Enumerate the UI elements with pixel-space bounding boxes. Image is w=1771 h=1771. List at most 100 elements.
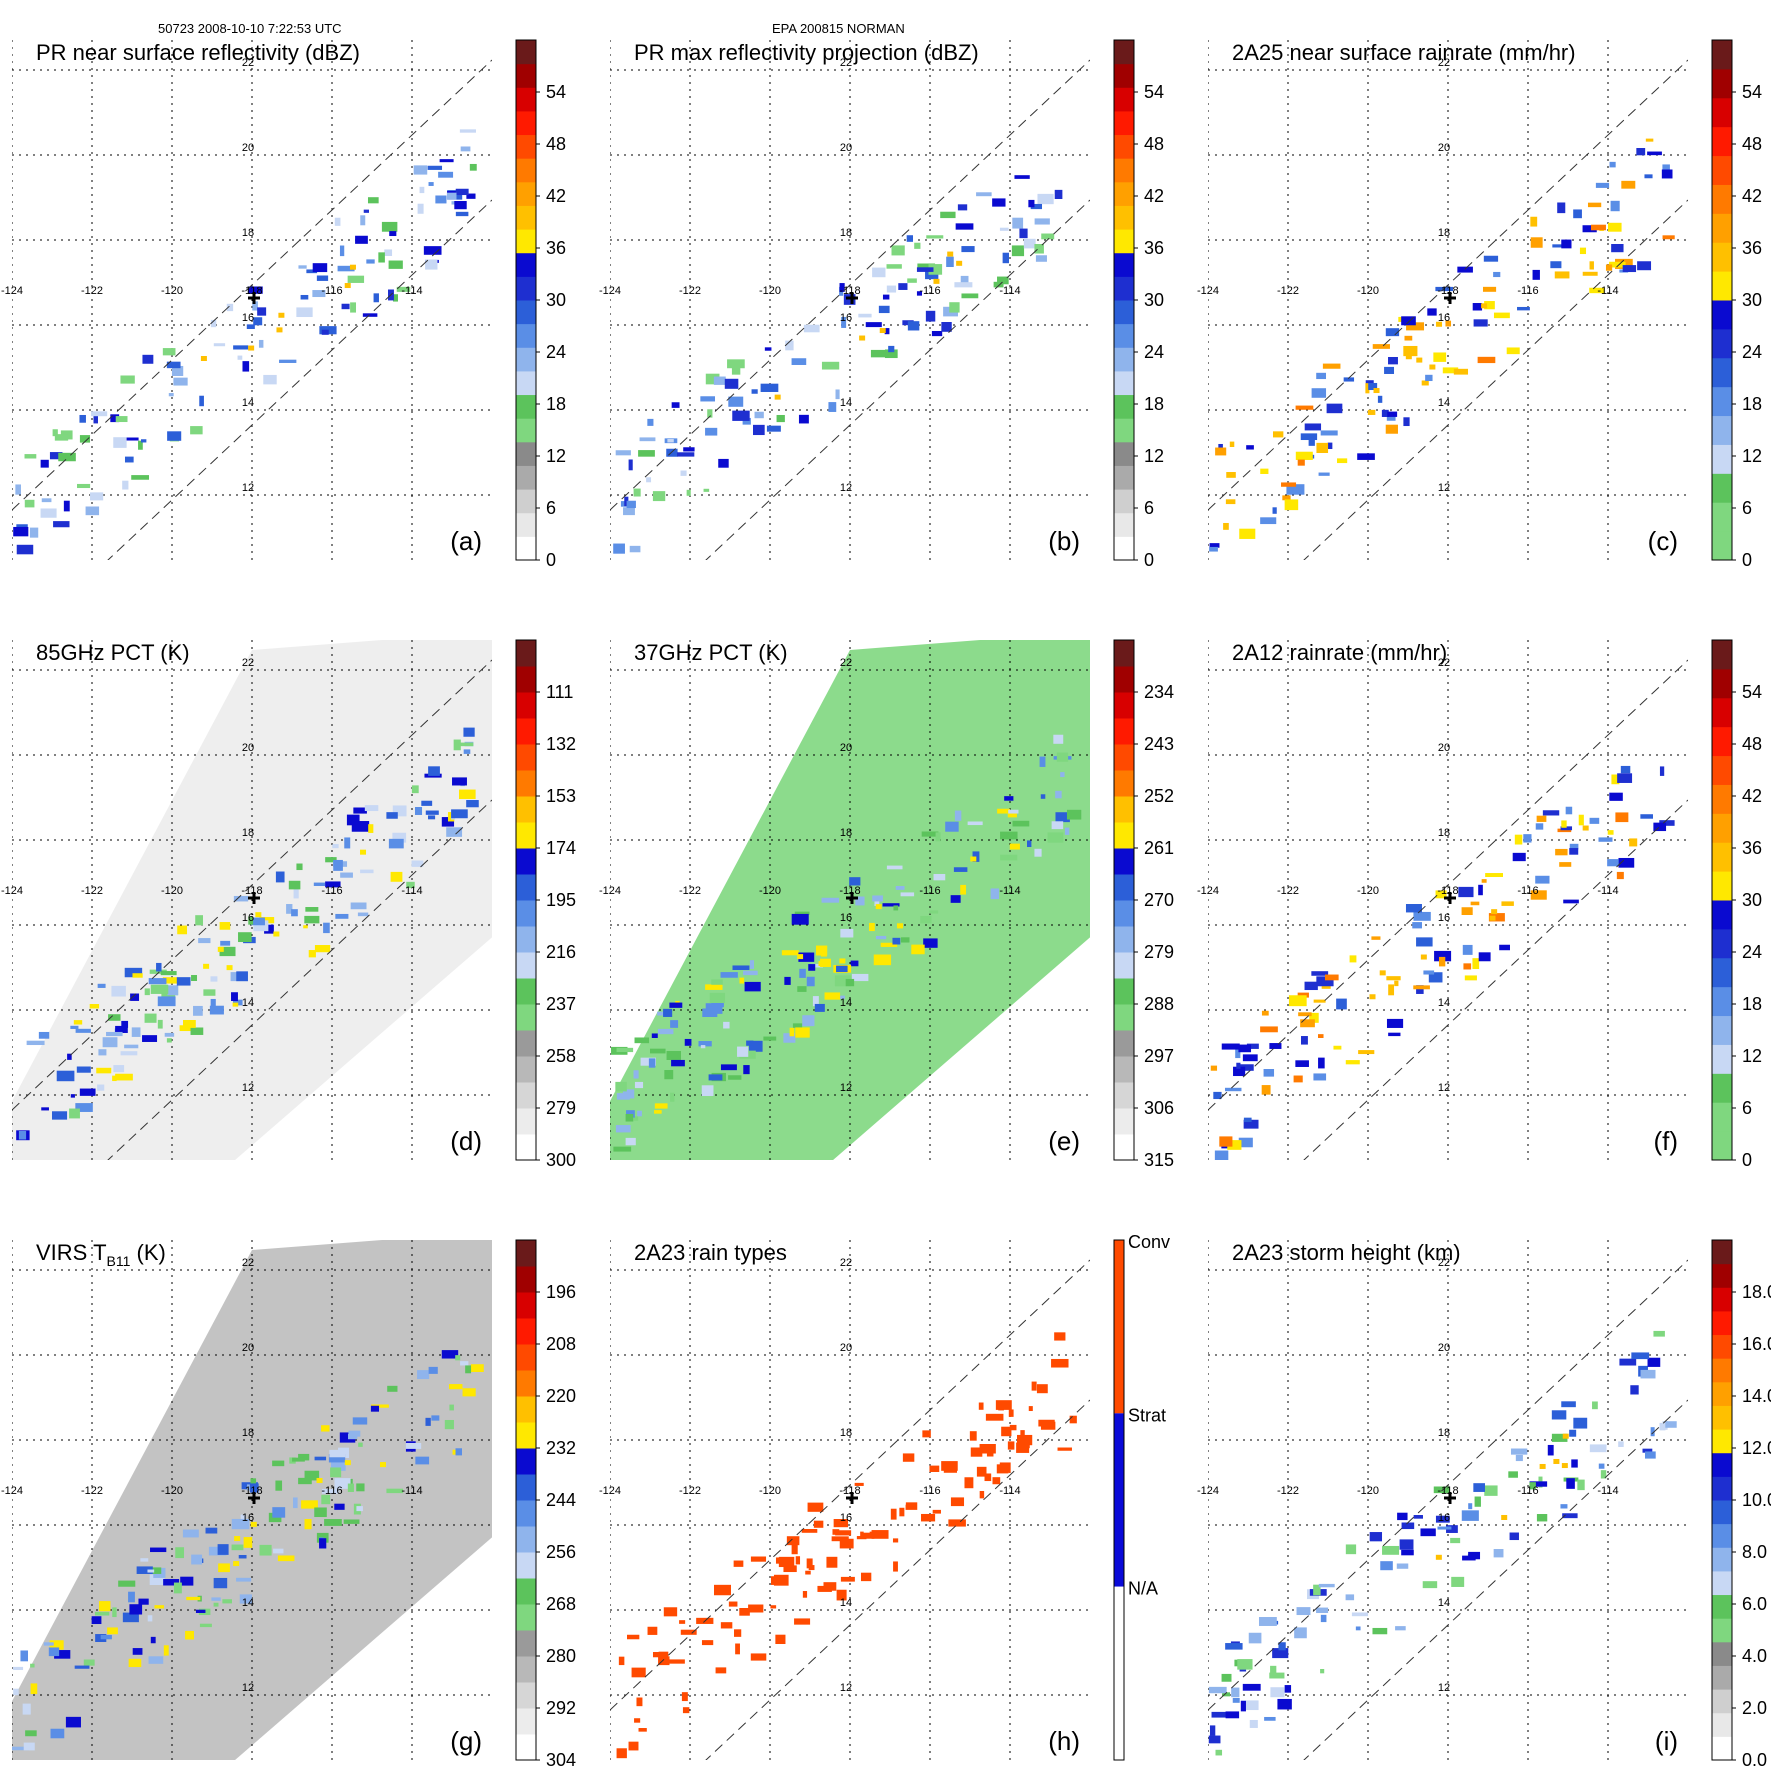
rain-cell [460,146,471,152]
rain-cell [634,1081,644,1089]
colorbar-segment [1712,842,1732,872]
rain-cell [911,944,925,955]
panel-title: PR near surface reflectivity (dBZ) [36,40,360,65]
rain-cell [314,1507,327,1518]
rain-cell [69,1108,80,1119]
colorbar: 54 48 42 36 30 24 18 12 6 0 [1113,39,1164,570]
rain-cell [1211,1711,1228,1718]
rain-cell [405,1442,422,1449]
colorbar-segment [516,1344,536,1371]
rain-cell [339,1432,356,1443]
colorbar-segment [1712,184,1732,214]
colorbar-segment [1114,418,1134,443]
rain-cell [1468,1551,1481,1560]
rain-cell [1313,1584,1321,1596]
rain-cell [1484,1485,1498,1496]
rain-cell [293,888,299,899]
rain-cell [886,285,897,293]
rain-cell [1461,1510,1479,1521]
colorbar-segment [1712,1618,1732,1643]
rain-cell [728,1075,742,1080]
rain-cell [1261,1085,1271,1095]
rain-cell [929,910,939,914]
lon-tick-label: -120 [1357,885,1379,897]
colorbar-segment [516,1056,536,1083]
rain-cell [1501,901,1514,906]
rain-cell [1345,1544,1357,1555]
rain-core [1553,1458,1560,1464]
rain-cell [130,993,140,1001]
rain-cell [1406,322,1425,331]
rain-cell [1236,1062,1241,1069]
rain-cell [993,281,1004,288]
rain-cell [679,1620,686,1624]
rain-cell [886,865,903,870]
rain-cell [1320,1668,1325,1674]
rain-cell [79,435,91,443]
rain-cell [378,252,385,263]
rain-cell [1369,1532,1383,1542]
rain-cell [1213,1091,1222,1100]
lon-tick-label: -114 [1597,885,1618,897]
rain-cell [54,434,69,441]
rain-cell [1569,848,1579,855]
rain-cell [112,1607,117,1618]
rain-cell [286,904,293,914]
rain-cell [406,881,415,889]
colorbar-segment [516,1604,536,1631]
rain-cell [1550,261,1562,269]
rain-core [1373,388,1380,394]
colorbar-segment [516,1578,536,1605]
rain-cell [110,414,120,423]
rain-cell [803,324,820,333]
colorbar-tick-label: 256 [546,1542,576,1562]
rain-cell [231,992,238,1002]
rain-cell [220,940,231,946]
rain-cell [330,1460,346,1471]
rain-cell [1399,1539,1414,1550]
rain-cell [1386,976,1401,981]
rain-core [884,1494,891,1500]
colorbar-tick-label: 48 [546,134,566,154]
rain-cell [724,378,739,389]
colorbar-tick-label: 30 [546,290,566,310]
rain-cell [1506,347,1520,355]
lat-tick-label: 18 [1438,1427,1450,1439]
lon-tick-label: -120 [759,885,781,897]
colorbar-segment [1712,271,1732,301]
rain-cell [463,727,475,737]
rain-cell [1037,193,1054,205]
colorbar-segment [1712,97,1732,128]
rain-cell [1034,244,1044,254]
rain-cell [880,942,898,947]
rain-cell [1512,852,1526,862]
colorbar-segment [516,63,536,88]
rain-cell [168,393,174,397]
rain-cell [1295,451,1313,460]
rain-cell [916,291,923,296]
rain-cell [236,971,248,982]
colorbar-segment [516,229,536,254]
lon-tick-label: -124 [1197,1485,1219,1497]
rain-cell [1446,1525,1458,1533]
rain-cell [992,1477,1001,1485]
rain-cell [321,329,329,335]
colorbar-segment [1712,1131,1732,1161]
rain-cell [831,1536,849,1542]
rain-cell [1349,955,1357,963]
colorbar: 54 48 42 36 30 24 18 12 6 0 [1711,39,1762,570]
rain-cell [728,1601,738,1607]
rain-cell [129,1604,143,1615]
rain-cell [1535,875,1550,884]
colorbar-segment [516,370,536,396]
rain-cell [1225,1643,1243,1650]
rain-cell [840,928,854,938]
rain-cell [1226,472,1236,478]
lon-tick-label: -118 [241,285,262,297]
rain-cell [828,402,837,412]
storm-center-marker [846,292,858,304]
rain-cell [428,766,440,776]
lon-tick-label: -114 [401,1485,422,1497]
rain-cell [1367,409,1376,415]
rain-cell [1620,765,1631,774]
